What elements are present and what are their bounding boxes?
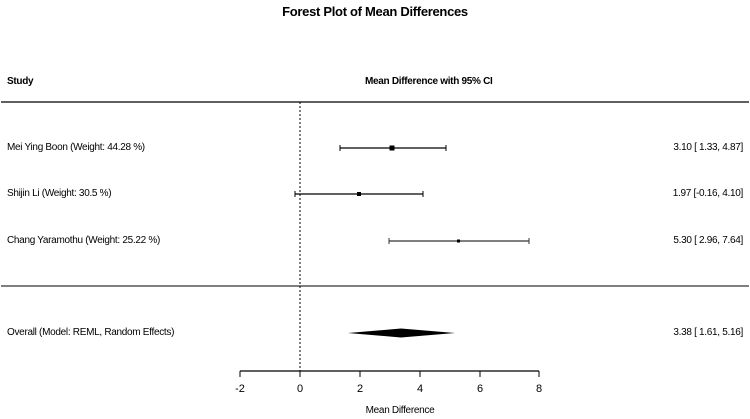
study-ci-bar <box>339 145 447 151</box>
header-effect: Mean Difference with 95% CI <box>365 76 493 87</box>
x-tick-label: 8 <box>535 383 543 395</box>
chart-title: Forest Plot of Mean Differences <box>282 4 468 19</box>
overall-diamond <box>348 328 455 338</box>
x-tick-label: 4 <box>416 383 424 395</box>
study-label: Shijin Li (Weight: 30.5 %) <box>7 188 112 199</box>
study-ci-text: 5.30 [ 2.96, 7.64] <box>673 235 743 246</box>
study-point-marker <box>357 192 361 196</box>
study-ci-bar <box>388 238 530 244</box>
x-tick-label: -2 <box>235 383 245 395</box>
overall-label: Overall (Model: REML, Random Effects) <box>7 327 175 338</box>
study-ci-bar <box>294 191 424 197</box>
x-tick-label: 0 <box>296 383 304 395</box>
study-point-marker <box>389 145 395 151</box>
study-point-marker <box>457 239 460 243</box>
overall-ci-text: 3.38 [ 1.61, 5.16] <box>673 327 743 338</box>
study-label: Chang Yaramothu (Weight: 25.22 %) <box>7 235 160 246</box>
study-label: Mei Ying Boon (Weight: 44.28 %) <box>7 142 145 153</box>
x-axis <box>239 370 540 377</box>
x-tick-label: 2 <box>356 383 364 395</box>
x-axis-label: Mean Difference <box>365 405 435 416</box>
x-tick-label: 6 <box>476 383 484 395</box>
header-study: Study <box>7 76 34 87</box>
study-ci-text: 3.10 [ 1.33, 4.87] <box>673 142 743 153</box>
study-ci-text: 1.97 [-0.16, 4.10] <box>672 188 744 199</box>
